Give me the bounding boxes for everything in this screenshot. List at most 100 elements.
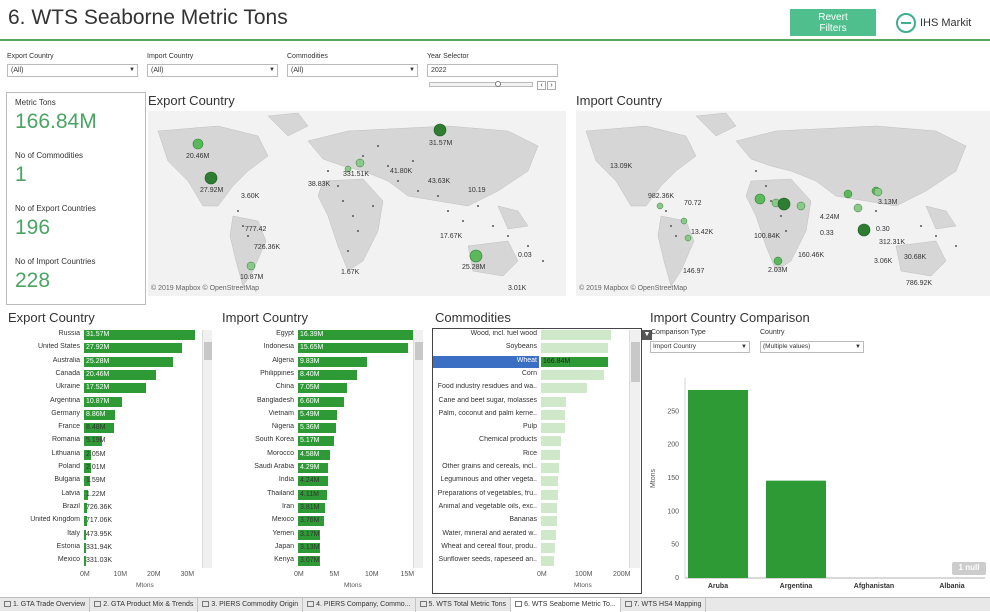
comparison-type-select[interactable]: Import Country ▼ (650, 341, 750, 353)
bar[interactable] (298, 423, 336, 434)
bar[interactable] (84, 556, 86, 567)
bar-row[interactable]: Palm, coconut and palm kerne.. (433, 409, 631, 421)
bar-row[interactable]: Vietnam 5.49M (214, 409, 424, 421)
bar-row[interactable]: United Kingdom 717.06K (0, 516, 212, 527)
bar-row[interactable]: Kenya 3.07M (214, 556, 424, 567)
bar-row[interactable]: United States 27.92M (0, 343, 212, 354)
bar-row[interactable]: Estonia 331.94K (0, 542, 212, 554)
revert-filters-button[interactable]: Revert Filters (790, 9, 876, 36)
bar[interactable] (541, 516, 557, 527)
bar[interactable] (84, 463, 92, 473)
import-chart-scroll-thumb[interactable] (415, 342, 423, 360)
bar-row[interactable]: Preparations of vegetables, fru.. (433, 489, 631, 501)
bar[interactable] (84, 330, 195, 340)
bar-row[interactable]: Rice (433, 449, 631, 461)
bar[interactable] (541, 542, 556, 553)
bar[interactable] (298, 436, 335, 447)
commodities-filter[interactable]: (All) ▼ (287, 64, 418, 77)
comparison-bar[interactable] (766, 480, 826, 578)
bar[interactable] (541, 409, 565, 420)
sheet-tab[interactable]: 2. GTA Product Mix & Trends (90, 598, 199, 612)
bar-row[interactable]: Corn (433, 369, 631, 381)
bar-row[interactable]: South Korea 5.17M (214, 436, 424, 447)
bar-row[interactable]: Nigeria 5.36M (214, 423, 424, 434)
bar[interactable] (298, 476, 328, 487)
bar-row[interactable]: Lithuania 2.05M (0, 449, 212, 461)
bar[interactable] (84, 516, 87, 527)
import-country-filter[interactable]: (All) ▼ (147, 64, 278, 77)
export-country-filter[interactable]: (All) ▼ (7, 64, 138, 77)
export-chart-scroll-thumb[interactable] (204, 342, 212, 360)
sheet-tab[interactable]: 6. WTS Seaborne Metric To... (511, 598, 621, 612)
bar-row[interactable]: Animal and vegetable oils, exc.. (433, 502, 631, 514)
bar[interactable] (298, 449, 331, 460)
bar[interactable] (298, 330, 413, 340)
bar[interactable] (298, 529, 321, 540)
bar-row[interactable]: Bananas (433, 516, 631, 527)
bar[interactable] (541, 529, 557, 540)
bar[interactable] (84, 369, 156, 380)
year-prev-button[interactable]: ‹ (537, 81, 546, 90)
bar[interactable] (298, 396, 345, 407)
bar-row[interactable]: Other grains and cereals, incl.. (433, 463, 631, 474)
sheet-tab[interactable]: 4. PIERS Company, Commo... (303, 598, 416, 612)
bar[interactable] (541, 489, 558, 500)
bar[interactable] (541, 330, 611, 340)
bar-row[interactable]: Ukraine 17.52M (0, 383, 212, 394)
bar-row[interactable]: Iran 3.81M (214, 502, 424, 514)
export-chart-scrollbar[interactable] (202, 330, 212, 568)
sheet-tab[interactable]: 3. PIERS Commodity Origin (198, 598, 304, 612)
null-values-badge[interactable]: 1 null (952, 562, 986, 575)
bar-row[interactable]: Food industry residues and wa.. (433, 383, 631, 394)
bar-row[interactable]: Russia 31.57M (0, 330, 212, 341)
bar-row[interactable]: Mexico 331.03K (0, 556, 212, 567)
bar-row[interactable]: Leguminous and other vegeta.. (433, 476, 631, 487)
bar[interactable] (541, 556, 555, 567)
bar[interactable] (298, 556, 320, 567)
bar[interactable] (298, 343, 408, 354)
bar-row[interactable]: France 8.48M (0, 423, 212, 434)
bar-row[interactable]: Thailand 4.11M (214, 489, 424, 501)
bar[interactable] (541, 436, 561, 447)
bar-row[interactable]: Latvia 1.22M (0, 489, 212, 501)
bar-row[interactable]: Japan 3.13M (214, 542, 424, 554)
bar[interactable] (298, 409, 337, 420)
sheet-tab[interactable]: 1. GTA Trade Overview (0, 598, 91, 612)
bar[interactable] (541, 396, 566, 407)
commodities-chart-scroll-thumb[interactable] (631, 342, 640, 382)
sheet-tab[interactable]: 5. WTS Total Metric Tons (416, 598, 512, 612)
bar[interactable] (541, 423, 565, 434)
bar-row[interactable]: Romania 5.19M (0, 436, 212, 447)
bar-row[interactable]: Morocco 4.58M (214, 449, 424, 461)
year-slider-thumb[interactable] (495, 81, 501, 87)
bar-row[interactable]: Italy 473.95K (0, 529, 212, 541)
commodities-chart-scrollbar[interactable] (629, 330, 640, 568)
year-slider[interactable] (429, 82, 533, 87)
bar[interactable] (298, 542, 320, 553)
bar[interactable] (298, 369, 357, 380)
bar-row[interactable]: Germany 8.86M (0, 409, 212, 421)
bar[interactable] (84, 396, 123, 407)
bar[interactable] (84, 343, 183, 354)
bar-row[interactable]: China 7.05M (214, 383, 424, 394)
bar-row[interactable]: Wheat 166.84M (433, 355, 631, 368)
bar[interactable] (84, 476, 90, 487)
bar[interactable] (84, 436, 103, 447)
bar-row[interactable]: Saudi Arabia 4.29M (214, 463, 424, 474)
bar[interactable] (298, 356, 367, 367)
bar-row[interactable]: Pulp (433, 423, 631, 434)
bar[interactable] (84, 423, 114, 434)
bar-row[interactable]: Sunflower seeds, rapeseed an.. (433, 556, 631, 567)
bar-row[interactable]: Brazil 726.36K (0, 502, 212, 514)
bar-row[interactable]: Yemen 3.17M (214, 529, 424, 541)
bar-row[interactable]: Algeria 9.83M (214, 356, 424, 368)
bar-row[interactable]: Water, mineral and aerated w.. (433, 529, 631, 541)
bar[interactable] (84, 489, 89, 500)
bar-row[interactable]: Argentina 10.87M (0, 396, 212, 408)
bar[interactable] (298, 502, 325, 513)
bar[interactable] (541, 356, 608, 367)
filter-icon[interactable]: ▼ (642, 330, 652, 340)
bar-row[interactable]: India 4.24M (214, 476, 424, 487)
bar-row[interactable]: Australia 25.28M (0, 356, 212, 368)
bar-row[interactable]: Indonesia 15.65M (214, 343, 424, 354)
